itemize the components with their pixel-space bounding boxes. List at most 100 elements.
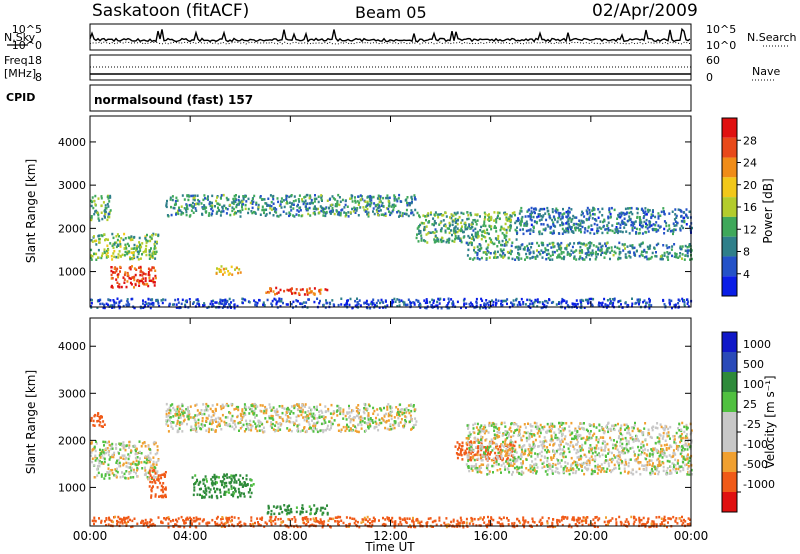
power-cell [118, 300, 121, 303]
velocity-cell [220, 419, 223, 423]
velocity-cell [412, 424, 415, 427]
power-cell [468, 302, 471, 306]
power-cell [517, 245, 520, 248]
velocity-cell [510, 454, 513, 457]
velocity-cell [357, 404, 360, 407]
power-cell [542, 251, 544, 254]
power-cell [210, 213, 213, 217]
power-cell [490, 215, 493, 219]
power-cell [265, 208, 268, 211]
power-cell [282, 199, 285, 202]
power-cell [508, 216, 511, 219]
power-cell [269, 287, 271, 290]
power-cell [175, 196, 178, 200]
velocity-cell [368, 404, 371, 408]
power-cell [644, 225, 647, 229]
power-cell [347, 299, 349, 302]
power-cell [272, 290, 275, 293]
power-cell [623, 212, 626, 216]
velocity-cell [190, 425, 193, 428]
power-cell [398, 304, 401, 307]
power-cell [557, 255, 560, 259]
velocity-cell [94, 456, 97, 459]
power-cell [123, 254, 126, 257]
power-cell [522, 301, 525, 304]
velocity-cell [270, 421, 273, 424]
velocity-cell [328, 428, 331, 431]
velocity-cell [93, 424, 96, 427]
power-cell [472, 237, 475, 241]
power-cell [133, 278, 136, 282]
power-cell [419, 230, 422, 233]
velocity-cell [494, 460, 497, 464]
velocity-cell [661, 450, 664, 454]
velocity-cell [492, 464, 495, 468]
power-cell [545, 257, 548, 261]
velocity-cell [342, 425, 345, 429]
power-cell [500, 302, 502, 306]
power-cell [377, 194, 380, 197]
velocity-cell [250, 410, 253, 413]
velocity-cell [318, 413, 321, 417]
velocity-cell [578, 455, 580, 459]
power-cell [410, 209, 413, 212]
power-cell [638, 231, 641, 235]
velocity-cell [330, 424, 333, 427]
velocity-cell [385, 421, 388, 424]
power-cell [496, 245, 499, 248]
velocity-cell [667, 431, 670, 434]
velocity-cell [663, 443, 666, 447]
power-cell [216, 195, 219, 198]
velocity-cell [214, 482, 217, 486]
velocity-cell [138, 440, 141, 443]
velocity-cell [639, 429, 642, 433]
power-cell [225, 207, 227, 210]
power-cell [501, 243, 504, 247]
power-cell [476, 256, 479, 260]
power-cell [196, 194, 199, 197]
power-cell [586, 300, 589, 303]
velocity-cell [512, 455, 515, 459]
velocity-cell [348, 416, 351, 419]
power-cell [591, 304, 594, 308]
velocity-cell [144, 466, 146, 469]
velocity-cell [217, 416, 220, 420]
power-cell [509, 226, 512, 230]
power-cell [313, 197, 316, 201]
power-cell [286, 288, 289, 292]
velocity-cell [210, 418, 213, 422]
velocity-cell [103, 423, 106, 426]
power-cell [310, 201, 313, 204]
velocity-cell [550, 436, 553, 439]
power-cell [474, 231, 477, 235]
power-cell [361, 198, 364, 201]
power-cell [192, 198, 195, 201]
power-cell [445, 240, 448, 244]
velocity-cell [200, 423, 203, 426]
power-cell [520, 217, 523, 221]
power-cell [463, 303, 466, 307]
power-cell [618, 253, 621, 256]
power-cell [541, 207, 544, 211]
velocity-cell [290, 405, 293, 408]
power-cell [647, 208, 649, 212]
velocity-cell [233, 427, 236, 431]
velocity-cell [155, 463, 158, 466]
power-cell [101, 302, 104, 306]
power-cell [274, 298, 277, 302]
power-cell [379, 301, 381, 305]
power-cell [225, 267, 228, 270]
power-cell [583, 215, 586, 218]
velocity-cell [155, 461, 158, 464]
power-cell [113, 249, 116, 253]
velocity-cell [574, 427, 577, 430]
power-cell [117, 304, 120, 307]
power-cell [679, 245, 682, 248]
velocity-cell [240, 414, 243, 418]
power-cell [233, 306, 236, 310]
power-cell [542, 214, 545, 217]
power-cell [136, 247, 138, 250]
power-colorbar-swatch [722, 118, 737, 138]
power-cell [610, 206, 613, 210]
power-cell [536, 298, 539, 301]
